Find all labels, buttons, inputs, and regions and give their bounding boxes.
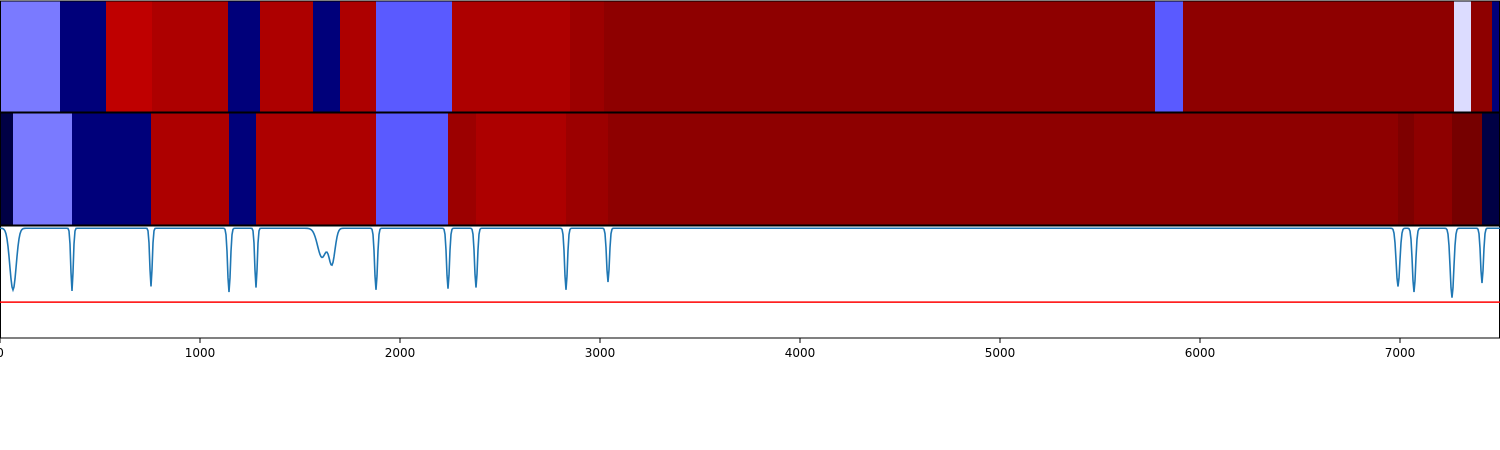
heatmap-cell xyxy=(60,1,107,112)
heatmap-cell xyxy=(228,1,261,112)
heatmap-cell xyxy=(152,1,229,112)
heatmap-cell xyxy=(448,113,477,225)
heatmap-cell xyxy=(1183,1,1455,112)
x-axis: 0 1000 2000 3000 4000 5000 6000 7000 xyxy=(0,338,1415,360)
heatmap-cell xyxy=(256,113,377,225)
heatmap-cell xyxy=(476,113,567,225)
heatmap-cell xyxy=(0,1,61,112)
heatmap-cell xyxy=(1482,113,1500,225)
heatmap-cell xyxy=(376,113,449,225)
heatmap-cell xyxy=(229,113,257,225)
heatmap-cell xyxy=(570,1,605,112)
heatmap-cell xyxy=(151,113,230,225)
heatmap-cell xyxy=(340,1,377,112)
x-tick-label: 3000 xyxy=(585,346,616,360)
heatmap-cell xyxy=(604,1,1156,112)
heatmap-cell xyxy=(1471,1,1493,112)
heatmap-cell xyxy=(1414,113,1453,225)
heatmap-cell xyxy=(1454,1,1472,112)
x-tick-label: 6000 xyxy=(1185,346,1216,360)
heatmap-track-bottom xyxy=(0,112,1500,226)
heatmap-cell xyxy=(1492,1,1500,112)
heatmap-track-top xyxy=(0,0,1500,113)
line-panel-frame xyxy=(0,225,1500,339)
x-tick-label: 2000 xyxy=(385,346,416,360)
heatmap-cell xyxy=(1398,113,1415,225)
heatmap-cell xyxy=(1452,113,1483,225)
heatmap-cell xyxy=(260,1,314,112)
x-tick-label: 1000 xyxy=(185,346,216,360)
heatmap-cell xyxy=(313,1,341,112)
series-line xyxy=(0,227,1500,298)
heatmap-cell xyxy=(566,113,609,225)
heatmap-cell xyxy=(106,1,153,112)
heatmap-cell xyxy=(72,113,152,225)
heatmap-cell xyxy=(13,113,73,225)
heatmap-cell xyxy=(608,113,1399,225)
x-tick-label: 7000 xyxy=(1385,346,1416,360)
heatmap-cell xyxy=(1155,1,1184,112)
x-tick-label: 5000 xyxy=(985,346,1016,360)
heatmap-cell xyxy=(0,113,14,225)
heatmap-cell xyxy=(376,1,453,112)
heatmap-cell xyxy=(452,1,571,112)
x-tick-label: 0 xyxy=(0,346,4,360)
line-panel xyxy=(0,225,1500,339)
x-tick-label: 4000 xyxy=(785,346,816,360)
